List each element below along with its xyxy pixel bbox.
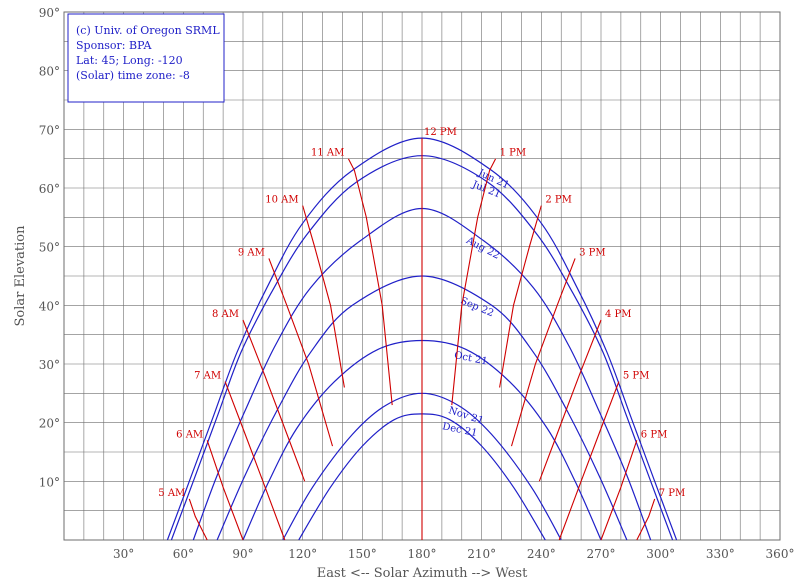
hour-line-11-am xyxy=(347,158,393,406)
hour-label-2-pm: 2 PM xyxy=(545,195,572,206)
x-tick-label: 90° xyxy=(232,547,253,561)
hour-label-6-am: 6 AM xyxy=(176,429,203,440)
x-tick-label: 360° xyxy=(766,547,795,561)
hour-label-7-pm: 7 PM xyxy=(659,488,686,499)
date-label-aug-22: Aug 22 xyxy=(463,235,501,262)
info-line-sponsor: Sponsor: BPA xyxy=(76,39,152,52)
info-box: (c) Univ. of Oregon SRML Sponsor: BPA La… xyxy=(67,13,225,103)
x-tick-label: 270° xyxy=(587,547,616,561)
x-tick-label: 150° xyxy=(348,547,377,561)
x-tick-label: 60° xyxy=(173,547,194,561)
y-axis-ticks: 10° 20° 30° 40° 50° 60° 70° 80° 90° xyxy=(39,6,60,489)
y-tick-label: 90° xyxy=(39,6,60,20)
hour-line-6-am xyxy=(206,440,244,541)
hour-line-3-pm xyxy=(510,258,576,447)
hour-label-6-pm: 6 PM xyxy=(641,429,668,440)
x-tick-label: 180° xyxy=(408,547,437,561)
hour-line-8-am xyxy=(242,319,306,482)
hour-line-2-pm xyxy=(499,205,542,388)
hour-label-9-am: 9 AM xyxy=(238,247,265,258)
x-axis-title: East <-- Solar Azimuth --> West xyxy=(317,566,528,581)
x-tick-label: 240° xyxy=(527,547,556,561)
x-axis-ticks: 30° 60° 90° 120° 150° 180° 210° 240° 270° 300° 330… xyxy=(113,547,794,561)
y-tick-label: 50° xyxy=(39,241,60,255)
hour-lines: 5 AM 6 AM 7 AM 8 AM 9 AM 10 AM 11 AM 12 PM 1 PM 2… xyxy=(158,127,686,541)
y-tick-label: 40° xyxy=(39,299,60,313)
y-tick-label: 10° xyxy=(39,475,60,489)
y-axis-title: Solar Elevation xyxy=(13,225,28,327)
info-line-copyright: (c) Univ. of Oregon SRML xyxy=(76,24,220,37)
hour-line-7-pm xyxy=(636,498,656,541)
x-tick-label: 120° xyxy=(288,547,317,561)
hour-label-1-pm: 1 PM xyxy=(500,148,527,159)
hour-line-6-pm xyxy=(600,440,638,541)
y-tick-label: 60° xyxy=(39,182,60,196)
info-line-location: Lat: 45; Long: -120 xyxy=(76,54,183,67)
x-tick-label: 30° xyxy=(113,547,134,561)
date-label-sep-22: Sep 22 xyxy=(459,296,496,320)
x-tick-label: 300° xyxy=(646,547,675,561)
y-tick-label: 30° xyxy=(39,358,60,372)
x-tick-label: 210° xyxy=(467,547,496,561)
hour-label-10-am: 10 AM xyxy=(265,195,298,206)
y-tick-label: 20° xyxy=(39,417,60,431)
hour-label-3-pm: 3 PM xyxy=(579,247,606,258)
info-box-border xyxy=(67,13,225,103)
hour-line-7-am xyxy=(224,381,286,541)
hour-label-7-am: 7 AM xyxy=(194,371,221,382)
hour-label-4-pm: 4 PM xyxy=(605,309,632,320)
y-tick-label: 70° xyxy=(39,123,60,137)
y-tick-label: 80° xyxy=(39,65,60,79)
info-line-timezone: (Solar) time zone: -8 xyxy=(76,69,190,82)
x-tick-label: 330° xyxy=(706,547,735,561)
date-label-oct-21: Oct 21 xyxy=(453,350,488,367)
hour-line-1-pm xyxy=(451,158,497,406)
hour-label-5-pm: 5 PM xyxy=(623,371,650,382)
hour-label-5-am: 5 AM xyxy=(158,488,185,499)
hour-label-12-pm: 12 PM xyxy=(424,127,457,138)
hour-line-5-am xyxy=(188,498,208,541)
hour-label-8-am: 8 AM xyxy=(212,309,239,320)
hour-line-9-am xyxy=(268,258,334,447)
hour-line-5-pm xyxy=(558,381,620,541)
hour-line-10-am xyxy=(302,205,345,388)
hour-label-11-am: 11 AM xyxy=(311,148,344,159)
hour-line-4-pm xyxy=(538,319,602,482)
